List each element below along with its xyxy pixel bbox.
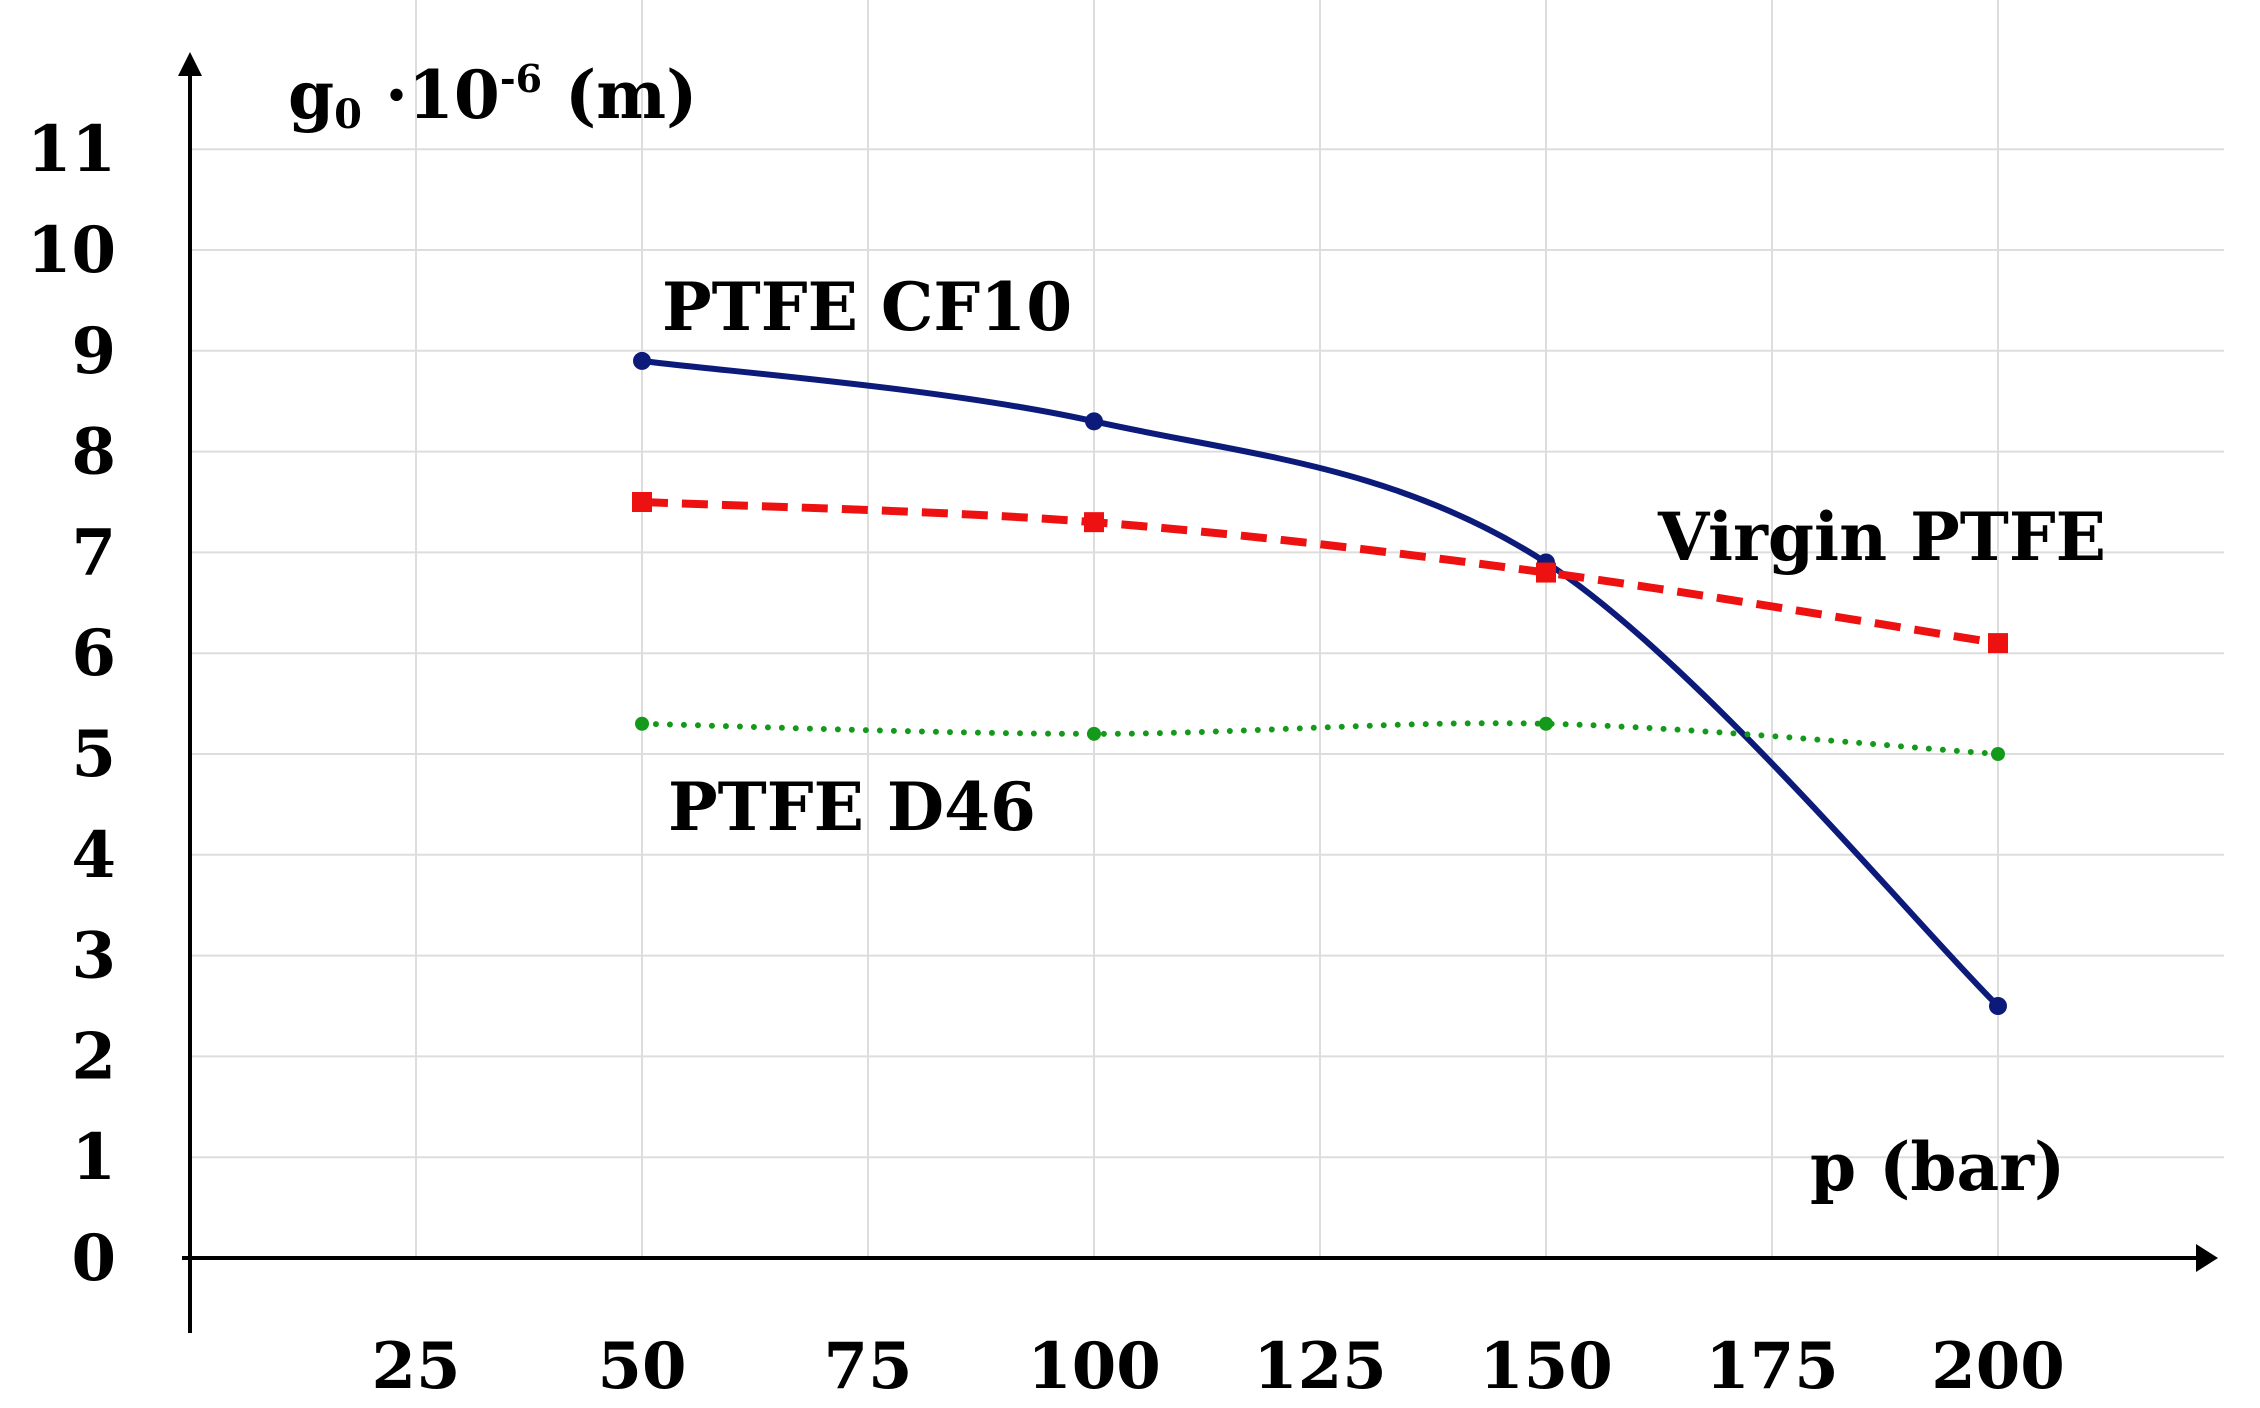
x-tick-label: 25: [371, 1329, 460, 1404]
y-tick-label: 1: [71, 1120, 116, 1195]
y-axis-title-exponent: -6: [500, 56, 542, 101]
y-tick-label: 4: [71, 818, 116, 893]
data-point-2: [1087, 726, 1101, 741]
y-tick-label: 5: [71, 717, 116, 792]
y-axis-arrow: [178, 52, 202, 76]
data-point-1: [632, 492, 652, 512]
y-tick-label: 2: [71, 1019, 116, 1094]
series-label-ptfe-cf10: PTFE CF10: [662, 268, 1072, 346]
x-tick-label: 175: [1705, 1329, 1839, 1404]
series-line-2: [639, 720, 2001, 757]
x-axis-arrow: [2196, 1244, 2218, 1272]
y-tick-label: 6: [71, 616, 116, 691]
y-tick-label: 7: [71, 515, 116, 590]
y-axis-title: g0 ·10-6 (m): [288, 56, 697, 138]
y-tick-label: 11: [27, 112, 116, 187]
series-lines: [639, 357, 2001, 1009]
x-axis-title: p (bar): [1810, 1128, 2065, 1206]
data-point-1: [1536, 562, 1556, 583]
series-line-1: [641, 498, 1999, 648]
y-tick-label: 9: [71, 314, 116, 389]
data-point-2: [1991, 747, 2005, 761]
data-point-2: [1539, 716, 1553, 731]
x-tick-label: 200: [1931, 1329, 2065, 1404]
series-markers: [632, 351, 2008, 1015]
data-point-1: [1084, 512, 1104, 533]
y-axis-title-multiplier: ·10: [362, 56, 500, 134]
y-tick-label: 10: [27, 213, 116, 288]
y-tick-label: 0: [71, 1221, 116, 1296]
x-tick-label: 125: [1253, 1329, 1387, 1404]
axes: [178, 52, 2218, 1333]
x-tick-label: 50: [597, 1329, 686, 1404]
y-axis-title-main: g: [288, 56, 334, 134]
series-label-ptfe-d46: PTFE D46: [668, 768, 1036, 846]
x-tick-label: 100: [1027, 1329, 1161, 1404]
y-tick-label: 8: [71, 415, 116, 490]
data-point-0: [1989, 997, 2007, 1015]
data-point-2: [635, 716, 649, 731]
y-axis-title-unit: (m): [542, 56, 697, 134]
data-point-0: [633, 351, 651, 370]
y-tick-label: 3: [71, 919, 116, 994]
x-tick-label: 150: [1479, 1329, 1613, 1404]
data-point-0: [1085, 412, 1103, 431]
y-tick-labels: 0 1 2 3 4 5 6 7 8 9 10 11: [27, 112, 116, 1296]
x-tick-label: 75: [823, 1329, 912, 1404]
series-label-virgin-ptfe: Virgin PTFE: [1657, 498, 2106, 576]
x-tick-labels: 25 50 75 100 125 150 175 200: [371, 1329, 2064, 1404]
y-axis-title-subscript: 0: [334, 91, 362, 138]
data-point-1: [1988, 633, 2008, 654]
series-line-0: [639, 357, 2001, 1009]
grid-lines: [190, 0, 2224, 1258]
